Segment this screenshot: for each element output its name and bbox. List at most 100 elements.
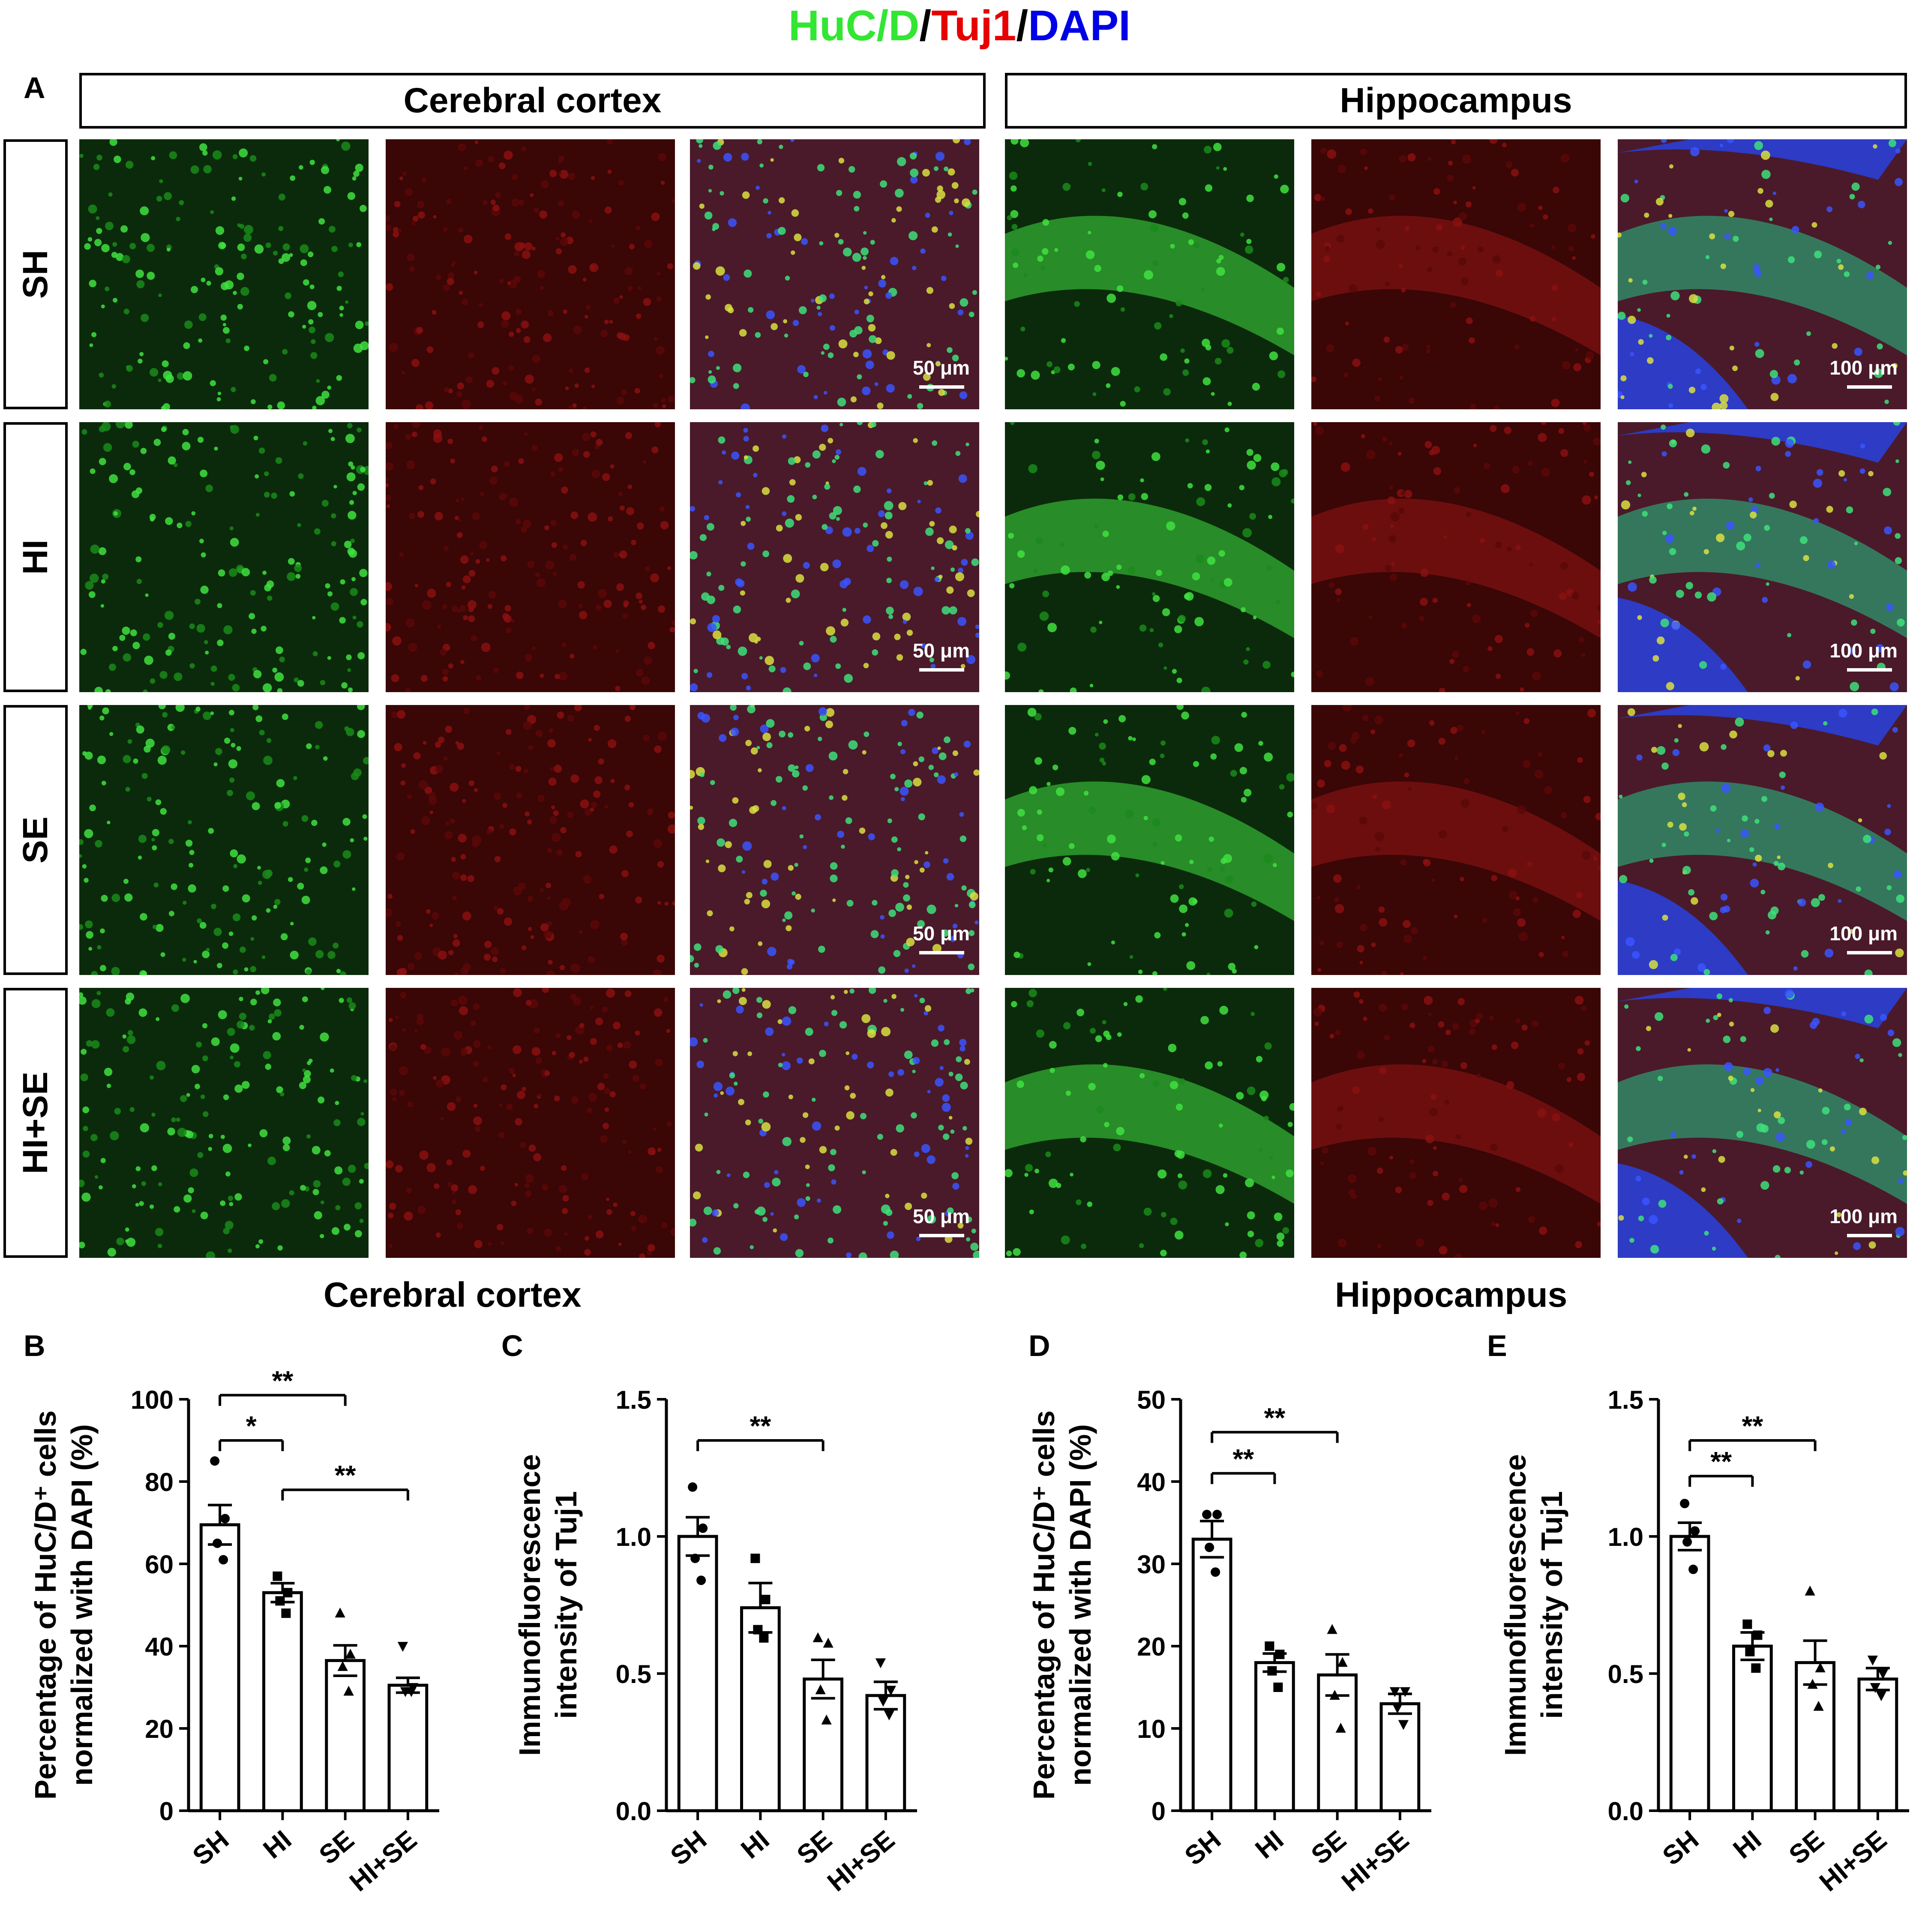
micrograph-cortex-merge-hi: 50 μm bbox=[690, 422, 979, 692]
region-header-cortex: Cerebral cortex bbox=[79, 73, 986, 129]
bar bbox=[387, 1683, 429, 1812]
data-point bbox=[1753, 1630, 1763, 1640]
y-tick-label: 1.0 bbox=[1608, 1523, 1643, 1551]
data-point bbox=[821, 1714, 832, 1725]
bar bbox=[262, 1591, 303, 1812]
data-point bbox=[696, 1575, 706, 1585]
micrograph-cortex-tuj1-sh bbox=[386, 139, 675, 409]
data-point bbox=[1815, 1662, 1826, 1673]
data-point bbox=[335, 1608, 345, 1618]
bar bbox=[1254, 1661, 1295, 1812]
y-tick-label: 50 bbox=[1137, 1386, 1166, 1414]
x-tick-label: HI bbox=[1250, 1825, 1289, 1865]
data-point bbox=[1265, 1641, 1274, 1651]
region-header-hippocampus: Hippocampus bbox=[1005, 73, 1907, 129]
title-part: / bbox=[1016, 2, 1028, 50]
scale-bar-label: 100 μm bbox=[1829, 922, 1898, 945]
scale-bar-label: 50 μm bbox=[913, 922, 970, 945]
bar bbox=[1732, 1644, 1773, 1812]
y-tick-label: 1.0 bbox=[616, 1523, 651, 1551]
bar bbox=[1317, 1673, 1358, 1812]
section-title-cortex: Cerebral cortex bbox=[324, 1275, 582, 1314]
significance-label: ** bbox=[335, 1460, 356, 1491]
significance-label: ** bbox=[1710, 1446, 1732, 1477]
data-point bbox=[761, 1595, 771, 1605]
significance-label: * bbox=[246, 1410, 257, 1441]
row-label-box: HI bbox=[3, 422, 68, 692]
data-point bbox=[397, 1642, 408, 1652]
x-tick-label: HI+SE bbox=[822, 1825, 900, 1897]
y-tick-label: 0.0 bbox=[616, 1797, 651, 1826]
data-point bbox=[1335, 1722, 1346, 1733]
row-label-box: SE bbox=[3, 705, 68, 975]
row-label: SE bbox=[16, 816, 55, 864]
data-point bbox=[1867, 1656, 1878, 1666]
data-point bbox=[690, 1554, 700, 1563]
data-point bbox=[281, 1608, 291, 1618]
bar bbox=[865, 1694, 906, 1812]
y-axis-label: Immunofluorescence bbox=[513, 1454, 546, 1756]
y-tick-label: 1.5 bbox=[616, 1386, 651, 1414]
x-tick-label: HI+SE bbox=[1814, 1825, 1892, 1897]
scale-bar bbox=[919, 385, 964, 389]
x-tick-label: SE bbox=[1784, 1825, 1830, 1870]
data-point bbox=[1212, 1509, 1222, 1519]
y-axis-label: Percentage of HuC/D⁺ cells bbox=[29, 1410, 62, 1800]
x-tick-label: HI bbox=[1728, 1825, 1767, 1865]
y-tick-label: 100 bbox=[131, 1386, 174, 1414]
bar bbox=[1857, 1677, 1898, 1812]
y-axis-label: intensity of Tuj1 bbox=[549, 1491, 583, 1719]
data-point bbox=[1680, 1499, 1690, 1509]
y-tick-label: 0.5 bbox=[1608, 1660, 1643, 1689]
bar bbox=[1795, 1661, 1835, 1812]
y-tick-label: 40 bbox=[145, 1632, 174, 1661]
y-tick-label: 20 bbox=[145, 1715, 174, 1743]
bar bbox=[199, 1523, 240, 1812]
micrograph-hippocampus-tuj1-hi bbox=[1311, 422, 1601, 692]
region-label: Hippocampus bbox=[1340, 81, 1572, 120]
data-point bbox=[1327, 1624, 1337, 1634]
data-point bbox=[813, 1632, 823, 1642]
x-tick-label: SH bbox=[187, 1825, 234, 1871]
title-part: HuC/D bbox=[788, 2, 920, 50]
y-axis-label: intensity of Tuj1 bbox=[1535, 1491, 1568, 1719]
x-tick-label: HI+SE bbox=[344, 1825, 423, 1897]
micrograph-cortex-merge-se: 50 μm bbox=[690, 705, 979, 975]
data-point bbox=[884, 1710, 894, 1721]
panel-letter-a: A bbox=[24, 71, 45, 105]
data-point bbox=[220, 1514, 230, 1524]
bar bbox=[1669, 1535, 1710, 1812]
y-axis-label: Percentage of HuC/D⁺ cells bbox=[1027, 1410, 1061, 1800]
micrograph-cortex-tuj1-se bbox=[386, 705, 675, 975]
figure-title: HuC/D/Tuj1/DAPI bbox=[0, 2, 1919, 49]
data-point bbox=[343, 1686, 354, 1696]
bar bbox=[1191, 1537, 1232, 1812]
y-tick-label: 30 bbox=[1137, 1550, 1166, 1579]
micrograph-hippocampus-tuj1-se bbox=[1311, 705, 1601, 975]
data-point bbox=[1751, 1663, 1761, 1673]
micrograph-cortex-hucd-se bbox=[79, 705, 369, 975]
y-tick-label: 10 bbox=[1137, 1715, 1166, 1743]
section-title-hippocampus: Hippocampus bbox=[1335, 1275, 1568, 1314]
bar bbox=[803, 1677, 843, 1812]
micrograph-cortex-tuj1-hi-se bbox=[386, 988, 675, 1258]
micrograph-cortex-tuj1-hi bbox=[386, 422, 675, 692]
panel-letter-e: E bbox=[1487, 1329, 1507, 1362]
significance-label: ** bbox=[1264, 1402, 1285, 1433]
data-point bbox=[1876, 1691, 1886, 1701]
y-tick-label: 40 bbox=[1137, 1468, 1166, 1497]
title-part: / bbox=[919, 2, 932, 50]
y-axis-label: normalized with DAPI (%) bbox=[65, 1424, 99, 1786]
y-tick-label: 80 bbox=[145, 1468, 174, 1497]
y-tick-label: 60 bbox=[145, 1550, 174, 1579]
data-point bbox=[878, 1697, 888, 1707]
data-point bbox=[688, 1482, 698, 1492]
scale-bar-label: 50 μm bbox=[913, 357, 970, 379]
significance-label: ** bbox=[1742, 1410, 1763, 1441]
bar bbox=[677, 1535, 718, 1812]
data-point bbox=[283, 1588, 293, 1598]
data-point bbox=[1398, 1720, 1409, 1730]
data-point bbox=[1807, 1679, 1818, 1689]
data-point bbox=[1877, 1669, 1888, 1680]
data-point bbox=[875, 1658, 886, 1668]
